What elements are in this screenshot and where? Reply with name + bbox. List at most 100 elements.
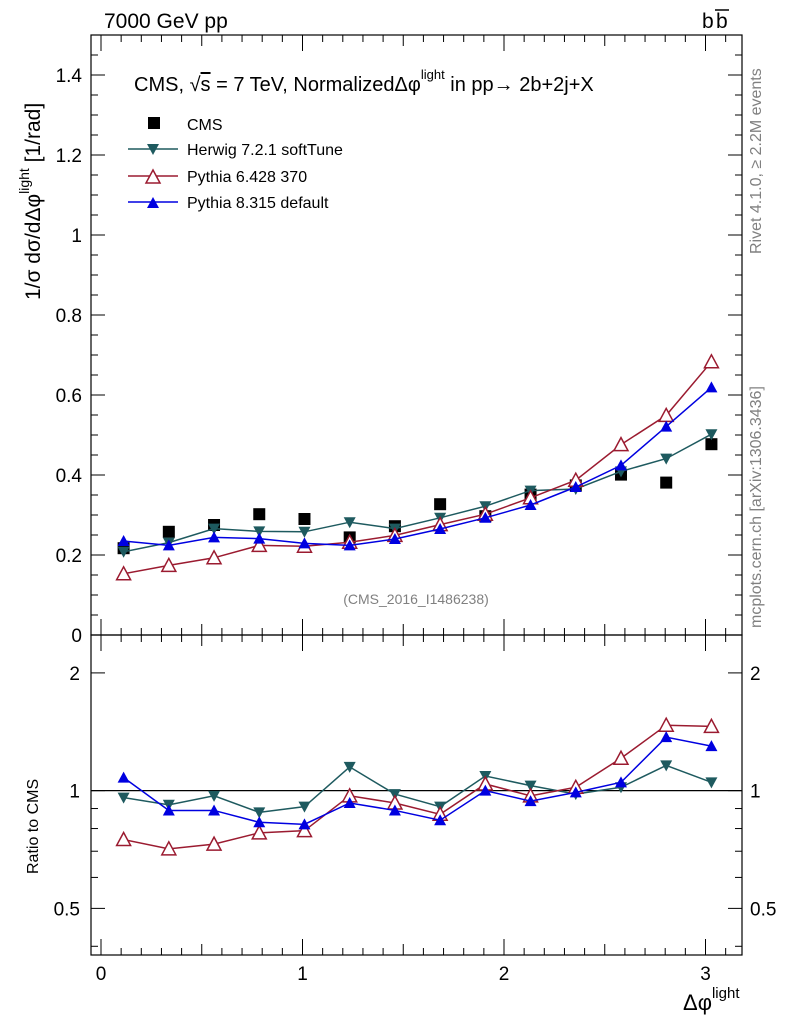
main-y-tick-label: 0 (71, 626, 82, 647)
ratio-herwig-point (343, 761, 356, 773)
x-tick-label: 2 (499, 964, 510, 985)
ratio-p8-point (298, 818, 311, 830)
main-herwig-line (123, 433, 712, 553)
legend: CMS Herwig 7.2.1 softTune Pythia 6.428 3… (128, 117, 343, 212)
legend-marker-herwig (147, 144, 159, 155)
ratio-herwig-point (660, 760, 673, 772)
main-p8-point (614, 459, 627, 471)
main-cms-point (162, 525, 175, 538)
main-p8-point (660, 420, 673, 432)
main-y-tick-label: 1 (71, 226, 82, 247)
title-sup: light (421, 67, 445, 82)
ratio-y-label: Ratio to CMS (25, 779, 42, 874)
main-series-layer (115, 353, 720, 581)
mcplots-label: mcplots.cern.ch [arXiv:1306.3436] (748, 386, 765, 628)
main-y-axis: 0 0.2 0.4 0.6 0.8 1 1.2 1.4 (56, 34, 742, 647)
title-sqrt: √ (190, 74, 201, 96)
x-tick-label: 1 (297, 964, 308, 985)
main-herwig-point (298, 526, 311, 538)
plot-title: CMS, √s = 7 TeV, NormalizedΔφlight in pp… (134, 67, 594, 96)
main-y-tick-label: 0.8 (56, 306, 82, 327)
main-y-tick-label: 0.6 (56, 386, 82, 407)
ratio-p8-point (434, 814, 447, 826)
ratio-p8-point (208, 804, 221, 816)
ratio-herwig-point (524, 780, 537, 792)
ratio-p8-point (705, 740, 718, 752)
legend-label-p6: Pythia 6.428 370 (187, 169, 307, 186)
main-p8-point (253, 532, 266, 544)
x-tick-label: 0 (96, 964, 107, 985)
ratio-p6-point (612, 749, 630, 766)
main-herwig-point (253, 526, 266, 538)
main-y-tick-label: 0.4 (56, 466, 83, 487)
main-p8-point (705, 381, 718, 393)
ratio-p8-point (343, 796, 356, 808)
main-cms-point (434, 498, 447, 511)
ratio-y-tick-label: 2 (69, 664, 80, 685)
ratio-y-tick-label-right: 2 (750, 664, 761, 685)
ratio-y-tick-label-right: 1 (750, 782, 761, 803)
main-y-label: 1/σ dσ/dΔφlight [1/rad] (16, 103, 45, 300)
ratio-herwig-point (253, 807, 266, 819)
ratio-y-tick-label: 0.5 (54, 899, 80, 920)
main-p6-point (115, 565, 132, 581)
ratio-p8-point (660, 731, 673, 743)
legend-marker-p8 (147, 197, 159, 208)
main-p6-point (703, 353, 720, 369)
legend-label-p8: Pythia 8.315 default (187, 195, 329, 212)
main-p8-point (117, 535, 130, 546)
legend-label-cms: CMS (187, 117, 223, 134)
ratio-p8-point (569, 786, 582, 798)
main-herwig-point (343, 517, 356, 529)
ratio-p6-point (115, 830, 132, 847)
main-p8-point (343, 539, 356, 551)
x-label-sup: light (712, 985, 740, 1002)
ratio-herwig-point (705, 777, 718, 789)
ratio-herwig-point (117, 792, 130, 804)
x-tick-label: 3 (700, 964, 711, 985)
main-cms-point (660, 476, 673, 489)
ratio-p6-point (296, 822, 313, 838)
legend-marker-p6 (144, 168, 162, 184)
ratio-y-axis: 0.5 0.5 1 1 2 2 (54, 664, 776, 947)
ratio-p8-point (479, 784, 492, 796)
main-p6-point (251, 536, 268, 553)
main-p8-point (434, 523, 447, 534)
main-cms-point (298, 513, 311, 525)
ratio-p8-point (162, 804, 175, 816)
rivet-label: Rivet 4.1.0, ≥ 2.2M events (748, 68, 765, 254)
title-suffix: in pp→ 2b+2j+X (445, 74, 594, 96)
main-p6-point (160, 556, 178, 573)
analysis-tag: (CMS_2016_I1486238) (343, 591, 489, 607)
ratio-series-layer (115, 716, 720, 856)
ratio-herwig-point (298, 801, 311, 813)
ratio-p6-point (205, 835, 223, 851)
ratio-p8-point (388, 804, 401, 816)
ratio-p8-point (117, 771, 130, 783)
main-p8-point (298, 537, 311, 549)
main-p8-point (524, 499, 537, 510)
ratio-herwig-line (123, 764, 712, 814)
main-cms-point (705, 438, 718, 451)
ratio-p6-point (251, 824, 268, 840)
x-label-text: Δφ (683, 990, 712, 1015)
ratio-y-tick-label: 1 (69, 782, 80, 803)
legend-marker-cms (148, 117, 160, 129)
ratio-p6-line (123, 724, 712, 850)
ratio-panel-frame (90, 634, 743, 956)
ratio-p8-point (614, 776, 627, 788)
main-y-label-text: 1/σ dσ/dΔφ (22, 194, 45, 300)
main-herwig-point (208, 523, 221, 535)
ratio-p8-line (123, 736, 712, 826)
ratio-p8-point (253, 816, 266, 828)
x-label: Δφlight (683, 985, 740, 1015)
main-y-label-unit: [1/rad] (22, 103, 45, 168)
main-p6-point (205, 549, 223, 565)
title-s: s (201, 74, 211, 96)
main-y-tick-label: 1.2 (56, 146, 82, 167)
header-right-base: b (702, 10, 714, 33)
ratio-p6-point (160, 840, 178, 856)
ratio-herwig-point (208, 790, 221, 802)
x-axis: 0 1 2 3 (96, 35, 727, 985)
ratio-p8-point (524, 795, 537, 807)
